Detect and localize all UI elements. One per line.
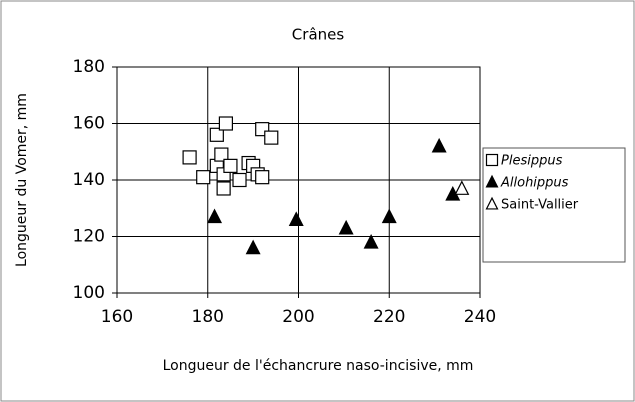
point [223, 158, 238, 173]
legend-marker [485, 174, 499, 188]
point [288, 211, 304, 226]
point [363, 233, 379, 249]
point [264, 130, 279, 145]
legend-label: Saint-Vallier [501, 198, 579, 213]
point [209, 127, 224, 142]
point [431, 137, 447, 153]
y-axis-label: Longueur du Vomer, mm [14, 93, 30, 267]
chart-title: Crânes [292, 26, 345, 44]
point [245, 239, 261, 255]
legend-label: Plesippus [501, 154, 563, 169]
legend-label: Allohippus [500, 176, 569, 191]
x-tick-label: 180 [192, 307, 224, 327]
point [214, 147, 229, 162]
point [182, 150, 197, 165]
plot-area [116, 66, 481, 294]
y-tick-label: 180 [73, 57, 105, 77]
point [338, 219, 354, 235]
point [454, 180, 470, 195]
legend-marker [485, 153, 499, 167]
point [255, 170, 270, 185]
y-tick-label: 140 [73, 170, 105, 190]
x-axis-label: Longueur de l'échancrure naso-incisive, … [163, 358, 474, 374]
x-tick-label: 160 [101, 307, 133, 327]
point [196, 170, 211, 185]
point [232, 172, 247, 188]
x-tick-label: 200 [282, 307, 314, 327]
y-tick-label: 120 [73, 227, 105, 247]
point [218, 116, 233, 131]
legend-box [482, 147, 626, 263]
y-tick-label: 160 [73, 114, 105, 134]
point [216, 181, 231, 196]
point [381, 208, 397, 224]
legend-marker [485, 196, 499, 210]
x-tick-label: 240 [464, 307, 496, 327]
x-tick-label: 220 [373, 307, 405, 327]
point [207, 208, 223, 224]
y-tick-label: 100 [73, 283, 105, 303]
